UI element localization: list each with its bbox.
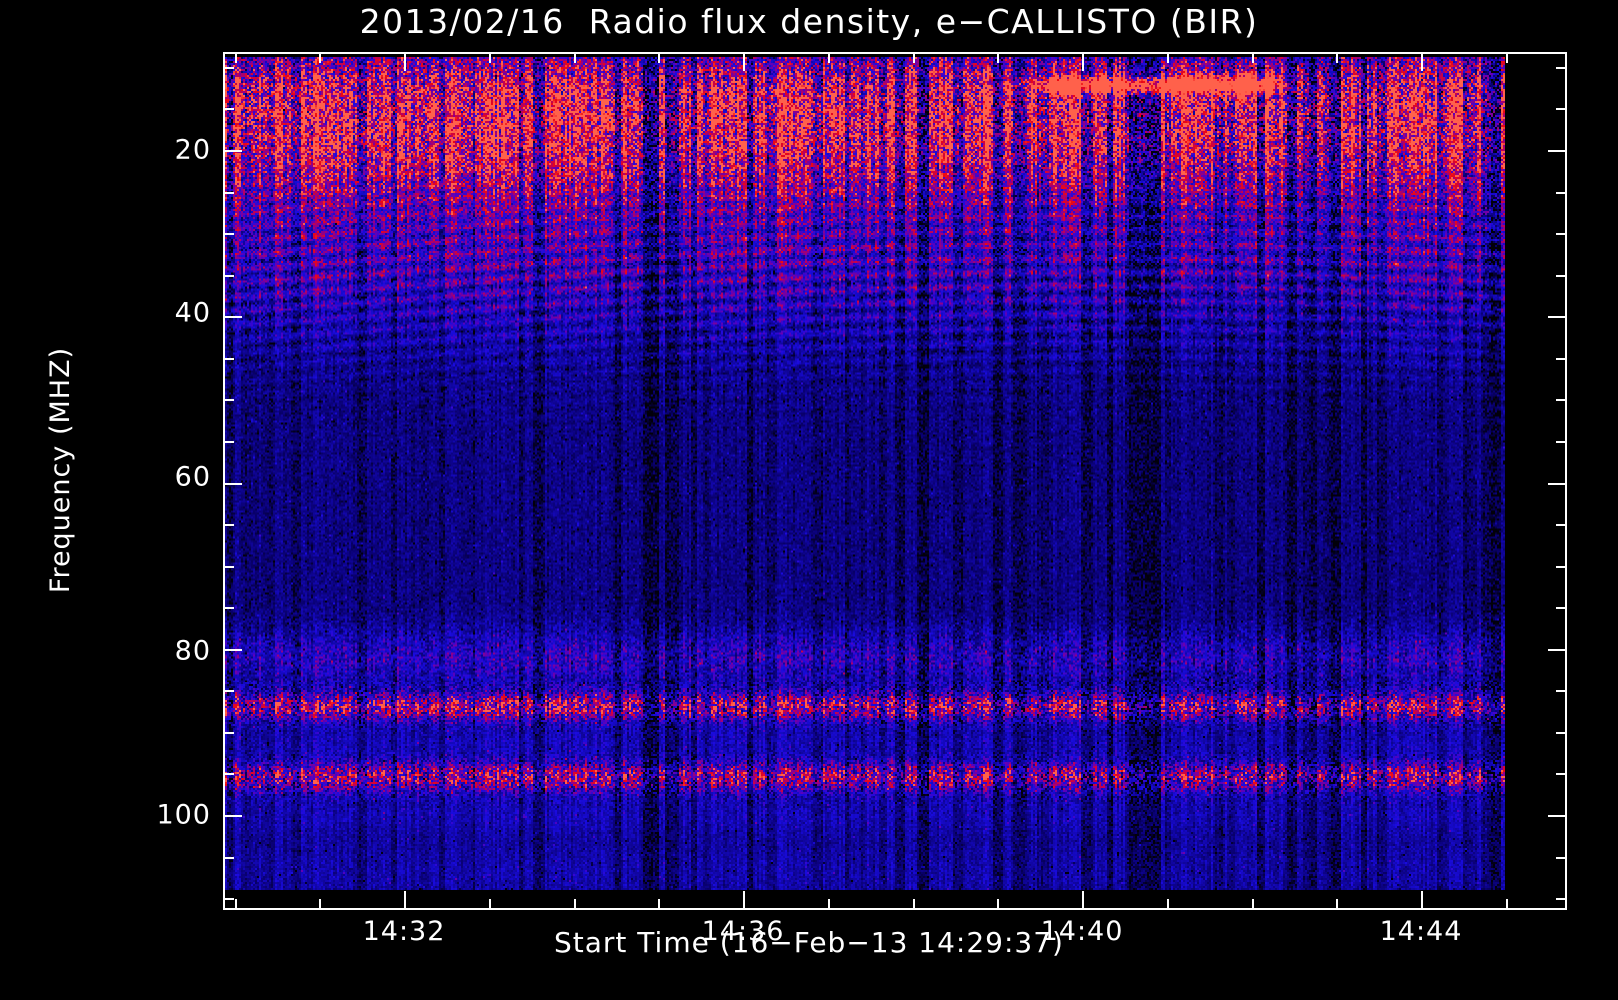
y-minor-tick-right	[1556, 898, 1566, 900]
x-minor-tick	[235, 899, 237, 909]
y-minor-tick	[224, 607, 234, 609]
y-minor-tick	[224, 399, 234, 401]
x-tick-label: 14:36	[701, 916, 785, 947]
y-minor-tick	[224, 67, 234, 69]
x-minor-tick-top	[235, 53, 237, 63]
y-minor-tick-right	[1556, 399, 1566, 401]
y-minor-tick-right	[1556, 233, 1566, 235]
y-minor-tick-right	[1556, 67, 1566, 69]
y-minor-tick	[224, 690, 234, 692]
x-minor-tick	[319, 899, 321, 909]
y-minor-tick	[224, 108, 234, 110]
x-minor-tick	[1336, 899, 1338, 909]
x-minor-tick-top	[1336, 53, 1338, 63]
y-tick-label: 80	[174, 635, 211, 667]
x-axis-title: Start Time (16−Feb−13 14:29:37)	[554, 926, 1064, 959]
y-major-tick-right	[1548, 316, 1566, 318]
y-major-tick-right	[1548, 649, 1566, 651]
x-minor-tick	[997, 899, 999, 909]
y-minor-tick	[224, 358, 234, 360]
y-minor-tick-right	[1556, 690, 1566, 692]
y-minor-tick-right	[1556, 275, 1566, 277]
y-minor-tick-right	[1556, 358, 1566, 360]
y-minor-tick	[224, 275, 234, 277]
y-minor-tick-right	[1556, 607, 1566, 609]
y-tick-label: 100	[156, 799, 211, 831]
x-minor-tick	[489, 899, 491, 909]
x-minor-tick	[913, 899, 915, 909]
plot-frame	[223, 52, 1567, 910]
y-minor-tick-right	[1556, 773, 1566, 775]
y-axis-title: Frequency (MHZ)	[45, 346, 76, 594]
y-minor-tick-right	[1556, 732, 1566, 734]
x-major-tick	[404, 891, 406, 909]
y-minor-tick	[224, 524, 234, 526]
y-minor-tick	[224, 773, 234, 775]
x-tick-label: 14:40	[1040, 916, 1124, 947]
x-minor-tick	[1252, 899, 1254, 909]
x-minor-tick	[658, 899, 660, 909]
x-minor-tick	[1167, 899, 1169, 909]
y-major-tick	[224, 316, 242, 318]
y-major-tick	[224, 815, 242, 817]
x-major-tick-top	[1082, 53, 1084, 71]
x-minor-tick-top	[574, 53, 576, 63]
y-major-tick-right	[1548, 815, 1566, 817]
x-minor-tick-top	[658, 53, 660, 63]
spectrogram-image	[225, 57, 1505, 890]
y-major-tick-right	[1548, 150, 1566, 152]
x-minor-tick	[828, 899, 830, 909]
x-major-tick-top	[1421, 53, 1423, 71]
y-minor-tick	[224, 898, 234, 900]
x-minor-tick-top	[1167, 53, 1169, 63]
y-minor-tick	[224, 857, 234, 859]
x-minor-tick-top	[1506, 53, 1508, 63]
x-tick-label: 14:44	[1379, 916, 1463, 947]
y-major-tick	[224, 150, 242, 152]
x-minor-tick-top	[489, 53, 491, 63]
x-major-tick	[1421, 891, 1423, 909]
y-minor-tick-right	[1556, 566, 1566, 568]
x-minor-tick-top	[1252, 53, 1254, 63]
y-minor-tick-right	[1556, 108, 1566, 110]
page-title: 2013/02/16 Radio flux density, e−CALLIST…	[359, 2, 1259, 41]
x-major-tick	[743, 891, 745, 909]
x-minor-tick-top	[319, 53, 321, 63]
y-minor-tick-right	[1556, 192, 1566, 194]
x-major-tick-top	[743, 53, 745, 71]
y-tick-label: 20	[174, 134, 211, 166]
y-tick-label: 60	[174, 461, 211, 493]
y-major-tick	[224, 649, 242, 651]
y-minor-tick	[224, 732, 234, 734]
x-major-tick	[1082, 891, 1084, 909]
x-minor-tick-top	[828, 53, 830, 63]
y-minor-tick-right	[1556, 441, 1566, 443]
y-major-tick	[224, 483, 242, 485]
x-major-tick-top	[404, 53, 406, 71]
x-tick-label: 14:32	[362, 916, 446, 947]
y-tick-label: 40	[174, 297, 211, 329]
x-minor-tick	[574, 899, 576, 909]
y-minor-tick	[224, 233, 234, 235]
y-minor-tick	[224, 192, 234, 194]
x-minor-tick-top	[997, 53, 999, 63]
y-minor-tick	[224, 441, 234, 443]
y-minor-tick	[224, 566, 234, 568]
y-minor-tick-right	[1556, 857, 1566, 859]
x-minor-tick	[1506, 899, 1508, 909]
y-major-tick-right	[1548, 483, 1566, 485]
x-minor-tick-top	[913, 53, 915, 63]
y-minor-tick-right	[1556, 524, 1566, 526]
